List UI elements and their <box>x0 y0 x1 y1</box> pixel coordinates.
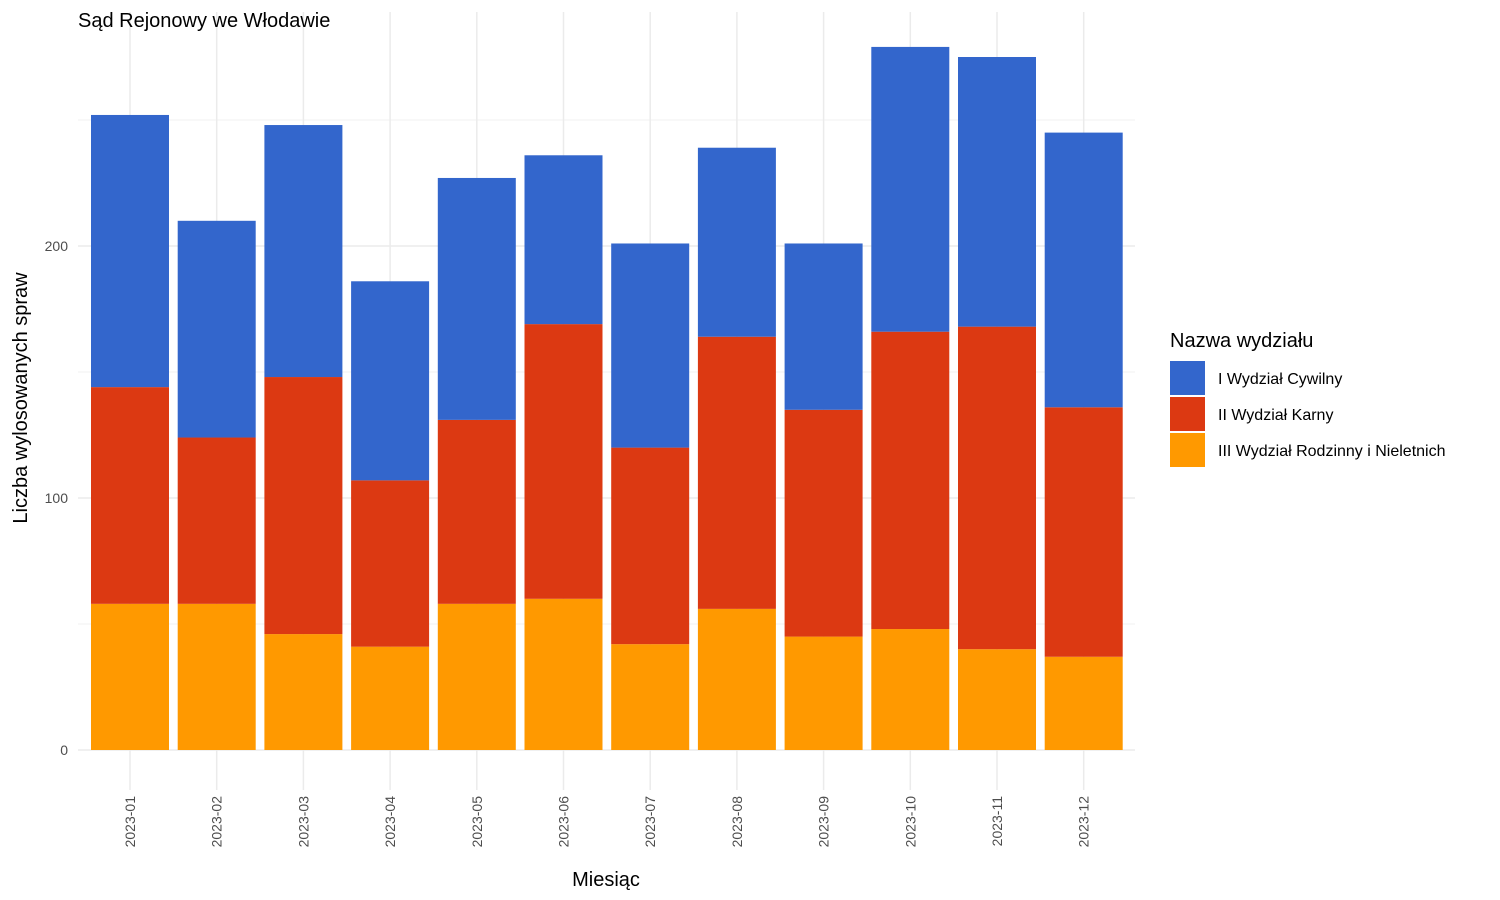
y-tick-label: 200 <box>45 238 69 254</box>
bar-segment <box>264 634 343 750</box>
x-tick-label: 2023-08 <box>729 796 745 848</box>
legend: Nazwa wydziału I Wydział Cywilny II Wydzi… <box>1170 330 1446 467</box>
bar-segment <box>871 629 950 750</box>
bar-segment <box>611 447 690 645</box>
legend-label: II Wydział Karny <box>1218 407 1333 424</box>
y-tick-label: 100 <box>45 490 69 506</box>
bar-segment <box>1044 407 1123 657</box>
bar-segment <box>437 603 516 750</box>
bar-segment <box>524 155 603 325</box>
x-tick-label: 2023-11 <box>989 796 1005 847</box>
bar-segment <box>351 480 430 647</box>
x-tick-label: 2023-12 <box>1076 796 1092 848</box>
bar-segment <box>697 608 776 750</box>
x-tick-label: 2023-07 <box>642 796 658 848</box>
bar-segment <box>437 419 516 604</box>
x-tick-label: 2023-09 <box>816 796 832 848</box>
bar-segment <box>871 46 950 332</box>
x-tick-label: 2023-06 <box>556 796 572 848</box>
bar-segment <box>177 603 256 750</box>
y-tick-label: 0 <box>60 742 68 758</box>
x-axis-title: Miesiąc <box>572 869 640 891</box>
x-tick-label: 2023-05 <box>469 796 485 848</box>
x-tick-labels: 2023-01 2023-02 2023-03 2023-04 2023-05 2023-… <box>122 796 1092 848</box>
bar-segment <box>351 281 430 481</box>
bar-segment <box>958 57 1036 327</box>
bar-segment <box>177 437 256 604</box>
bar-segment <box>784 409 863 637</box>
bar-segment <box>784 636 863 750</box>
bar-segment <box>351 646 430 750</box>
bar-segment <box>1044 656 1123 750</box>
legend-title: Nazwa wydziału <box>1170 330 1313 352</box>
bar-segment <box>1044 132 1123 408</box>
bar-segment <box>871 331 950 630</box>
x-tick-label: 2023-03 <box>295 796 311 848</box>
bar-segment <box>264 377 343 635</box>
bar-segment <box>611 243 690 448</box>
legend-swatch <box>1170 361 1205 395</box>
bar-segment <box>958 326 1036 650</box>
bar-segment <box>958 649 1036 750</box>
x-tick-label: 2023-01 <box>122 796 138 848</box>
bar-segment <box>697 147 776 337</box>
bar-segment <box>91 114 169 388</box>
bar-segment <box>177 220 256 438</box>
bar-segment <box>91 387 169 604</box>
legend-swatch <box>1170 433 1205 467</box>
x-tick-label: 2023-10 <box>902 796 918 848</box>
bar-segment <box>524 598 603 750</box>
legend-label: III Wydział Rodzinny i Nieletnich <box>1218 443 1446 460</box>
bar-segment <box>524 324 603 599</box>
x-tick-label: 2023-04 <box>382 796 398 848</box>
legend-label: I Wydział Cywilny <box>1218 371 1342 388</box>
legend-swatch <box>1170 397 1205 431</box>
bar-segment <box>264 125 343 378</box>
x-tick-label: 2023-02 <box>209 796 225 848</box>
bar-segment <box>784 243 863 410</box>
y-axis-title: Liczba wylosowanych spraw <box>10 272 32 524</box>
bar-segment <box>437 177 516 420</box>
chart-title: Sąd Rejonowy we Włodawie <box>78 10 330 32</box>
bars <box>91 46 1123 750</box>
bar-segment <box>611 644 690 750</box>
bar-segment <box>697 336 776 609</box>
y-tick-labels: 0 100 200 <box>45 238 69 758</box>
bar-segment <box>91 603 169 750</box>
